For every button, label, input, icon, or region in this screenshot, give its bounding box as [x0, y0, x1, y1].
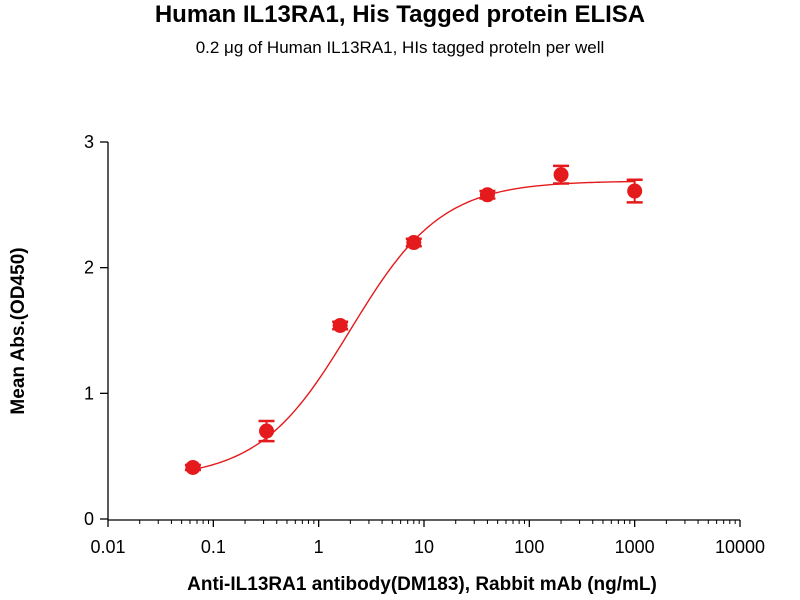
data-point-group: [479, 187, 496, 203]
fit-layer: [192, 180, 635, 471]
data-point-group: [332, 317, 349, 333]
data-point-group: [258, 419, 275, 443]
y-tick-label: 1: [84, 383, 94, 403]
x-tick-label: 10000: [715, 537, 765, 557]
x-tick-label: 0.1: [201, 537, 226, 557]
data-point: [479, 187, 495, 203]
chart-title: Human IL13RA1, His Tagged protein ELISA: [155, 1, 645, 28]
data-point-group: [405, 235, 422, 251]
axes: 0.01 0.1 1 10 100 1000 10000 0 1 2 3: [84, 132, 765, 557]
data-point-group: [626, 178, 643, 204]
fit-curve: [192, 180, 635, 471]
points-layer: [184, 164, 643, 475]
x-tick-label: 0.01: [90, 537, 125, 557]
data-point-group: [184, 459, 201, 475]
x-tick-label: 1: [314, 537, 324, 557]
x-tick-label: 10: [414, 537, 434, 557]
x-tick-label: 1000: [615, 537, 655, 557]
y-tick-label: 3: [84, 132, 94, 152]
x-tick-label: 100: [514, 537, 544, 557]
data-point: [627, 183, 643, 199]
data-point: [406, 235, 422, 251]
y-axis-label: Mean Abs.(OD450): [8, 247, 29, 414]
chart-subtitle: 0.2 μg of Human IL13RA1, HIs tagged prot…: [196, 38, 605, 57]
x-axis-label: Anti-IL13RA1 antibody(DM183), Rabbit mAb…: [187, 574, 657, 595]
y-tick-label: 0: [84, 509, 94, 529]
data-point: [332, 317, 348, 333]
y-tick-label: 2: [84, 258, 94, 278]
data-point-group: [553, 164, 570, 185]
data-point: [259, 423, 275, 439]
data-point: [553, 167, 569, 183]
data-point: [185, 459, 201, 475]
